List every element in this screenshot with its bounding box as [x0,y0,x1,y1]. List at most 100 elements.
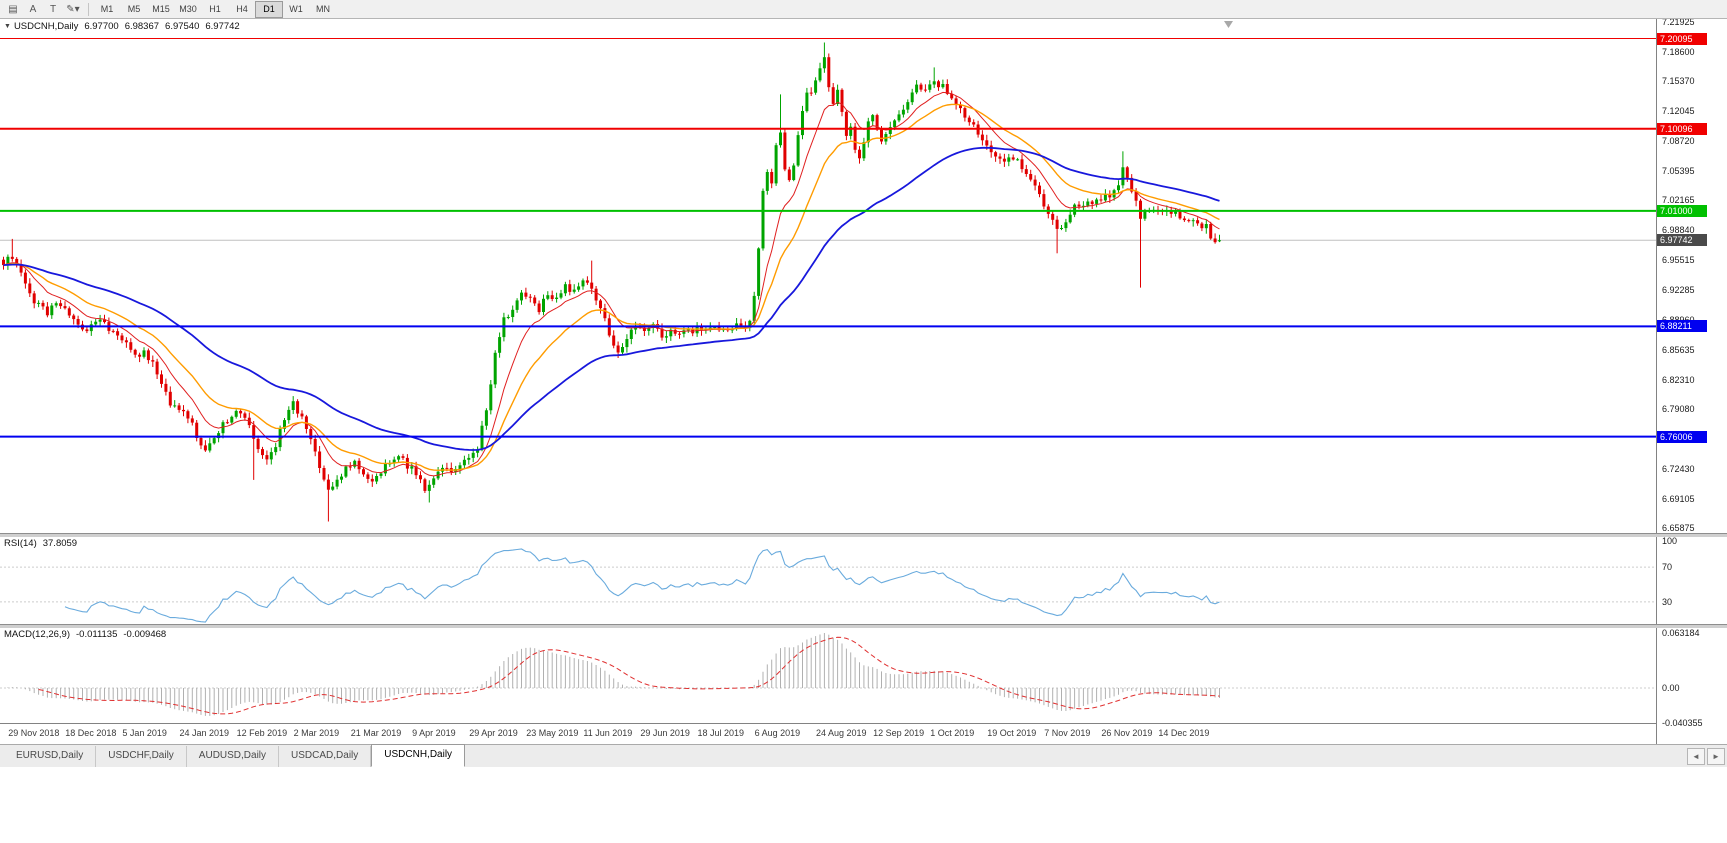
timeframe-m15[interactable]: M15 [152,3,170,14]
axis-tick-label: 100 [1662,536,1678,546]
toolbar: ▤ A T ✎▾ M1 M5 M15 M30 H1 H4 D1 W1 MN [0,0,1727,19]
macd-signal-value: -0.009468 [123,629,167,640]
axis-tick-label: 6.98840 [1662,225,1695,236]
macd-label: MACD(12,26,9) -0.011135 -0.009468 [4,629,166,640]
axis-tick-label: 6.88960 [1662,315,1695,325]
timeframe-h4[interactable]: H4 [236,3,248,14]
macd-signal-line [38,636,1220,715]
date-tick-label: 29 Nov 2018 [8,728,60,738]
date-tick-label: 5 Jan 2019 [122,728,167,738]
axis-tick-label: 0.063184 [1662,628,1700,638]
tab-scroll-controls: ◄ ► [1687,745,1727,767]
date-tick-label: 29 Apr 2019 [469,728,518,738]
axis-tick-label: 70 [1662,562,1673,573]
macd-indicator-name: MACD(12,26,9) [4,629,70,640]
price-level-tag: 6.76006 [1657,430,1707,443]
axis-tick-label: 6.65875 [1662,523,1695,533]
text-tool-icon[interactable]: T [49,3,57,15]
date-tick-label: 9 Apr 2019 [412,728,456,738]
axis-tick-label: 6.92285 [1662,284,1695,295]
cursor-a-icon[interactable]: A [29,3,37,15]
axis-tick-label: 7.08720 [1662,136,1695,147]
panel-splitter[interactable] [0,624,1727,628]
tab-usdcad[interactable]: USDCAD,Daily [279,746,372,767]
moving-average-lines [3,91,1220,477]
support-resistance-lines[interactable] [0,38,1656,438]
date-tick-label: 19 Oct 2019 [987,728,1037,738]
toolbar-separator [88,2,89,16]
rsi-value: 37.8059 [42,538,78,549]
date-tick-label: 18 Jul 2019 [697,728,745,738]
date-tick-label: 14 Dec 2019 [1158,728,1210,738]
toolbar-icons: ▤ A T ✎▾ [3,2,83,17]
axis-tick-label: 6.69105 [1662,493,1695,504]
macd-main-value: -0.011135 [76,629,118,640]
timeframe-mn[interactable]: MN [316,3,330,14]
timeframe-m5[interactable]: M5 [127,3,141,14]
timeframe-buttons: M1 M5 M15 M30 H1 H4 D1 W1 MN [94,0,337,18]
date-tick-label: 24 Jan 2019 [179,728,230,738]
chart-title: ▼ USDCNH,Daily 6.97700 6.98367 6.97540 6.9774… [4,21,240,32]
axis-tick-label: 6.95515 [1662,255,1695,266]
axis-tick-label: 7.21925 [1662,18,1695,27]
date-tick-label: 1 Oct 2019 [930,728,975,738]
chart-symbol-period: USDCNH,Daily [13,21,79,32]
axis-tick-label: 6.85635 [1662,344,1695,355]
axis-tick-label: 7.12045 [1662,106,1695,117]
date-tick-label: 6 Aug 2019 [754,728,801,738]
candlestick-series [2,42,1221,522]
axis-tick-label: 7.02165 [1662,195,1695,206]
axis-tick-label: 7.15370 [1662,76,1695,87]
dropdown-triangle-icon[interactable]: ▼ [4,23,11,30]
tab-eurusd[interactable]: EURUSD,Daily [4,746,97,767]
axis-tick-label: 30 [1662,596,1673,607]
macd-histogram [7,633,1220,716]
ohlc-close: 6.97742 [205,21,240,32]
axis-tick-label: 0.00 [1662,683,1680,693]
date-tick-label: 26 Nov 2019 [1101,728,1153,738]
rsi-canvas[interactable] [0,536,1656,624]
macd-canvas[interactable] [0,627,1656,723]
tab-audusd[interactable]: AUDUSD,Daily [187,746,280,767]
date-tick-label: 12 Sep 2019 [873,728,925,738]
timeframe-m30[interactable]: M30 [179,3,197,14]
timeframe-w1[interactable]: W1 [289,3,303,14]
date-tick-label: 11 Jun 2019 [583,728,633,738]
ohlc-low: 6.97540 [165,21,200,32]
tab-scroll-left-icon[interactable]: ◄ [1687,747,1705,765]
rsi-indicator-name: RSI(14) [4,538,37,549]
axis-tick-label: 6.79080 [1662,403,1695,414]
axis-tick-label: -0.040355 [1662,718,1703,729]
chart-list-icon[interactable]: ▤ [8,3,18,15]
shapes-tool-icon[interactable]: ✎▾ [66,3,80,15]
timeframe-m1[interactable]: M1 [100,3,114,14]
rsi-line [64,548,1220,623]
chart-tab-bar: EURUSD,Daily USDCHF,Daily AUDUSD,Daily USDC… [0,744,1727,767]
axis-tick-label: 6.82310 [1662,374,1695,385]
panel-splitter[interactable] [0,533,1727,537]
tab-scroll-right-icon[interactable]: ► [1707,747,1725,765]
price-level-tag: 7.20095 [1657,32,1707,45]
price-level-tag: 7.10096 [1657,122,1707,135]
chart-shift-marker[interactable] [1224,21,1233,28]
date-tick-label: 23 May 2019 [526,728,579,738]
time-axis[interactable]: 29 Nov 2018 18 Dec 2018 5 Jan 2019 24 Jan 2… [0,723,1656,745]
axis-tick-label: 6.72430 [1662,463,1695,474]
date-tick-label: 18 Dec 2018 [65,728,117,738]
tab-usdcnh[interactable]: USDCNH,Daily [371,744,466,767]
price-axis[interactable]: 7.21925 7.18600 7.15370 7.12045 7.08720 7.053… [1656,18,1727,744]
date-tick-label: 21 Mar 2019 [350,728,402,738]
date-tick-label: 29 Jun 2019 [640,728,690,738]
axis-tick-label: 7.18600 [1662,47,1695,57]
ohlc-open: 6.97700 [84,21,119,32]
date-tick-label: 7 Nov 2019 [1044,728,1091,738]
main-chart-canvas[interactable] [0,18,1656,534]
date-tick-label: 2 Mar 2019 [293,728,340,738]
timeframe-d1[interactable]: D1 [255,0,283,18]
price-level-tag: 6.97742 [1657,234,1707,247]
timeframe-h1[interactable]: H1 [209,3,221,14]
tab-usdchf[interactable]: USDCHF,Daily [96,746,187,767]
date-tick-label: 24 Aug 2019 [816,728,867,738]
price-level-tag: 7.01000 [1657,204,1707,217]
